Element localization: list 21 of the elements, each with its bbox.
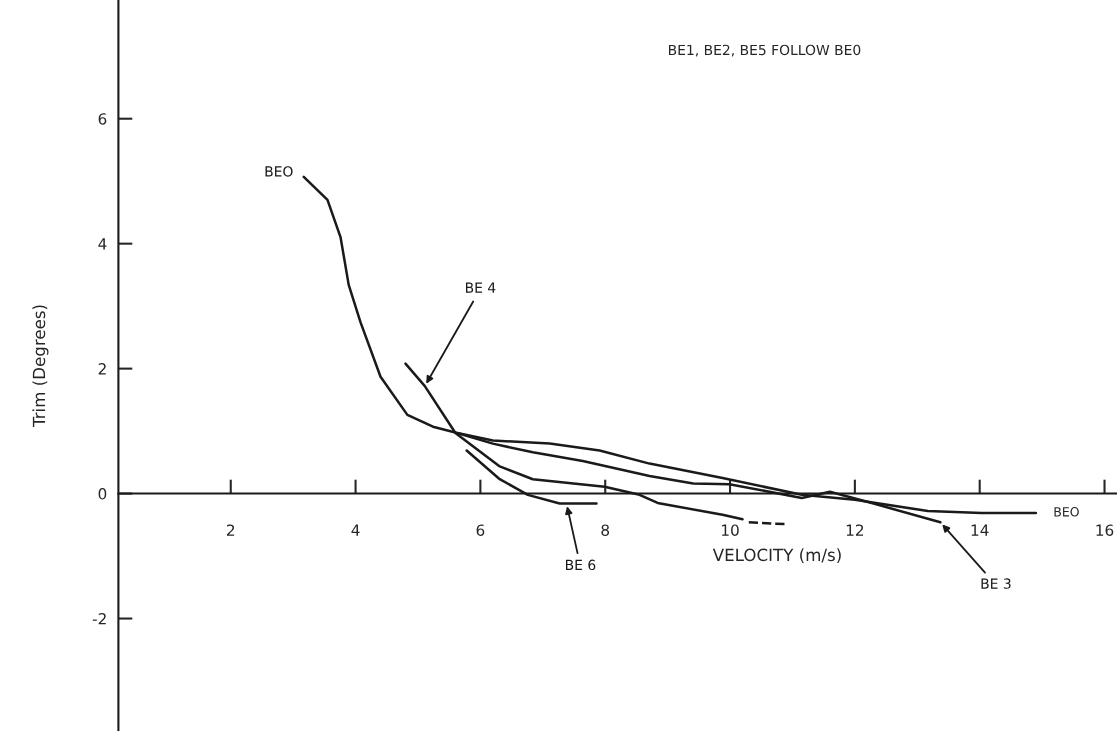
x-tick-label: 12 <box>846 524 864 536</box>
text: BE 3 <box>981 578 1011 589</box>
y-tick-label: 0 <box>98 488 107 500</box>
y-tick-label: 6 <box>98 113 107 125</box>
annotation: BE1, BE2, BE5 FOLLOW BE0 <box>668 44 861 57</box>
text: BE 6 <box>566 559 596 571</box>
x-tick-label: 14 <box>971 524 989 536</box>
x-tick-label: 8 <box>601 524 610 536</box>
x-tick-label: 6 <box>476 524 485 536</box>
series-label: BEO <box>265 166 293 177</box>
annotation: BEO <box>1054 507 1079 517</box>
y-axis-title: Trim (Degrees) <box>32 305 49 428</box>
x-tick-label: 4 <box>351 524 360 536</box>
x-tick-label: 2 <box>227 524 235 536</box>
text: BE 4 <box>465 282 496 293</box>
x-axis-title: VELOCITY (m/s) <box>712 548 841 564</box>
x-tick-label: 10 <box>722 524 739 536</box>
y-tick-label: 2 <box>98 363 106 375</box>
y-tick-label: -2 <box>92 613 106 625</box>
x-tick-label: 16 <box>1096 524 1114 536</box>
y-tick-label: 4 <box>98 238 107 250</box>
